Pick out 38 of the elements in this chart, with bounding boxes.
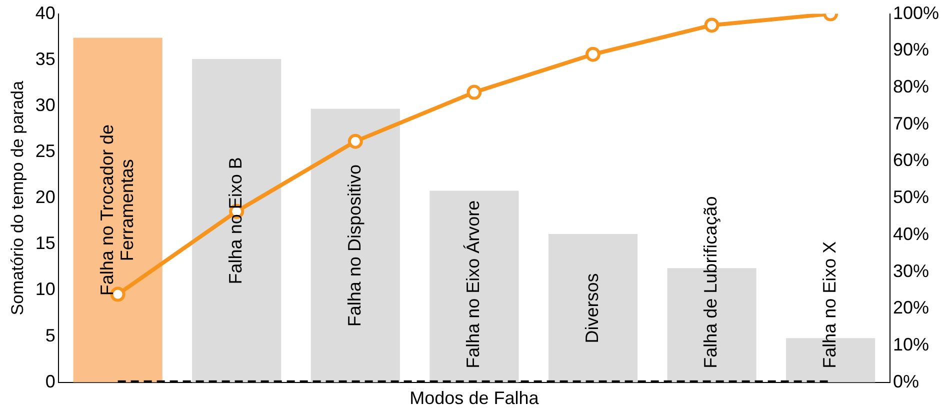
y2-tick-label: 60%	[892, 150, 929, 170]
bar	[310, 108, 400, 382]
point	[704, 18, 720, 33]
x-axis-title: Modos de Falha	[410, 388, 540, 408]
bar	[192, 58, 282, 382]
y-tick-label: 35	[35, 48, 56, 69]
y2-tick-label: 40%	[892, 224, 929, 244]
y-tick-label: 5	[45, 325, 56, 346]
x-tick-label: Falha no Trocador de Ferramentas	[96, 124, 137, 296]
y2-tick-label: 20%	[892, 298, 929, 318]
point	[348, 134, 363, 149]
x-tick-label: Falha no Eixo B	[226, 157, 246, 284]
y2-tick-label: 80%	[892, 76, 929, 96]
bar	[73, 38, 162, 382]
y2-tick-label: 90%	[892, 40, 929, 60]
y2-tick-label: 50%	[892, 187, 929, 208]
x-tick-label: Falha no Eixo Árvore	[463, 200, 484, 368]
y-axis-title: Somatório do tempo de parada	[8, 80, 27, 316]
y-tick-label: 25	[35, 140, 56, 161]
x-tick-label: Diversos	[582, 273, 602, 344]
y2-tick-label: 70%	[892, 113, 929, 134]
y-tick-label: 10	[35, 279, 56, 300]
x-tick-label: Falha no Eixo X	[820, 241, 840, 368]
bar	[548, 234, 638, 382]
y2-tick-label: 100%	[892, 2, 940, 23]
y2-tick-label: 30%	[892, 260, 929, 281]
x-tick-label: Falha no Dispositivo	[344, 164, 364, 327]
y-tick-label: 15	[35, 233, 56, 254]
y-tick-label: 40	[35, 2, 56, 23]
y2-tick-label: 0%	[892, 371, 919, 392]
point	[466, 84, 482, 100]
y-tick-label: 30	[35, 94, 56, 115]
bar	[430, 190, 519, 382]
y2-tick-label: 10%	[892, 334, 929, 355]
point	[585, 46, 600, 62]
x-tick-label: Falha de Lubrificação	[700, 196, 721, 368]
y-tick-label: 0	[45, 371, 56, 392]
y-tick-label: 20	[35, 187, 56, 208]
